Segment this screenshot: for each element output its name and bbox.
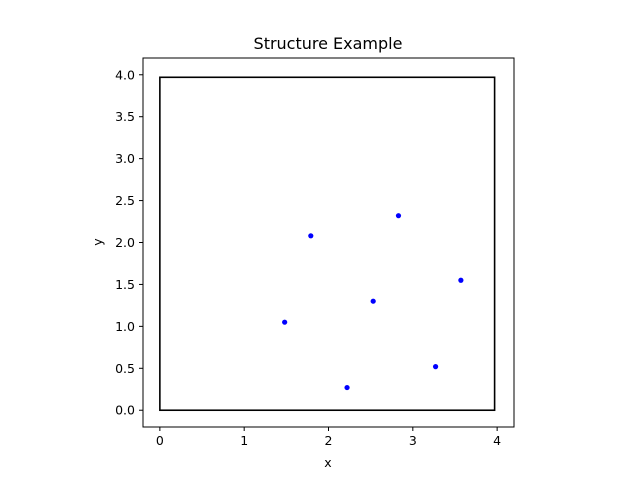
y-tick-label-0: 0.0 xyxy=(115,403,135,418)
y-tick-label-6: 3.0 xyxy=(115,151,135,166)
x-tick-label-3: 3 xyxy=(409,433,417,448)
data-point-5 xyxy=(432,364,439,370)
y-tick-label-3: 1.5 xyxy=(115,277,135,292)
plot-area xyxy=(142,57,515,428)
data-point-0 xyxy=(282,319,288,325)
data-point-3 xyxy=(370,298,376,304)
data-point-2 xyxy=(344,384,350,391)
y-tick-label-7: 3.5 xyxy=(115,109,135,124)
y-tick-label-5: 2.5 xyxy=(115,193,135,208)
x-tick-label-0: 0 xyxy=(156,433,164,448)
y-tick-label-1: 0.5 xyxy=(115,361,135,376)
data-point-1 xyxy=(308,233,314,239)
x-tick-label-4: 4 xyxy=(493,433,501,448)
data-point-4 xyxy=(395,213,402,219)
data-point-6 xyxy=(458,277,464,283)
y-tick-label-8: 4.0 xyxy=(115,67,135,82)
x-tick-label-1: 1 xyxy=(240,433,248,448)
y-tick-label-4: 2.0 xyxy=(115,235,135,250)
x-axis-label: x xyxy=(324,455,331,470)
y-tick-label-2: 1.0 xyxy=(115,319,135,334)
y-axis-label: y xyxy=(90,238,105,246)
structure-boundary xyxy=(159,76,496,412)
chart-title: Structure Example xyxy=(254,34,403,53)
x-tick-label-2: 2 xyxy=(325,433,333,448)
